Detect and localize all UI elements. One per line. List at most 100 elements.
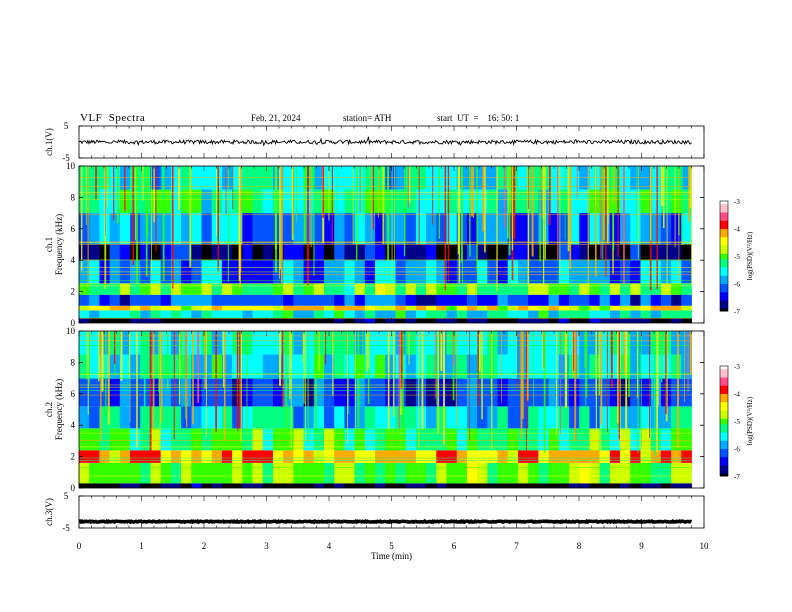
- sferic-streak: [606, 331, 608, 433]
- spectrogram-cell: [293, 294, 304, 306]
- spectrogram-cell: [150, 244, 162, 261]
- sferic-streak: [656, 331, 659, 409]
- spectrogram-cell: [181, 189, 192, 214]
- spectrogram-cell: [140, 331, 151, 355]
- spectrogram-cell: [221, 189, 233, 214]
- spectrogram-cell: [221, 378, 233, 407]
- spectrogram-cell: [426, 189, 437, 214]
- spectrogram-cell: [109, 283, 121, 295]
- spectrogram-cell: [630, 428, 641, 451]
- sferic-streak: [408, 331, 410, 365]
- spectrogram-cell: [630, 294, 641, 306]
- spectrogram-cell: [650, 294, 662, 306]
- spectrogram-cell: [609, 406, 621, 429]
- spectrogram-cell: [446, 294, 458, 306]
- spectrogram-cell: [170, 331, 182, 355]
- spectrogram-cell: [140, 318, 151, 323]
- sferic-streak: [525, 331, 527, 455]
- spectrogram-cell: [252, 428, 264, 451]
- colorbar-swatch: [720, 401, 728, 405]
- sferic-streak: [666, 166, 668, 292]
- spectrogram-cell: [497, 483, 509, 488]
- sferic-streak: [142, 166, 144, 201]
- spectrogram-cell: [640, 428, 652, 451]
- spectrogram-cell: [650, 406, 662, 429]
- spectrogram-cell: [589, 244, 601, 261]
- spectrogram-cell: [497, 354, 509, 379]
- sferic-streak: [564, 166, 566, 240]
- spectrogram-cell: [548, 354, 560, 379]
- spectrogram-cell: [293, 406, 304, 429]
- colorbar-label: log(PSD)(V²/Hz): [746, 231, 754, 280]
- sferic-streak: [204, 331, 206, 390]
- sferic-streak: [310, 166, 312, 248]
- spectrogram-cell: [640, 378, 652, 407]
- colorbar-tick-label: -5: [734, 253, 740, 261]
- spectrogram-cell: [221, 213, 233, 245]
- spectrogram-cell: [170, 283, 182, 295]
- spectrogram-cell: [262, 428, 274, 451]
- spectrogram-cell: [119, 213, 131, 245]
- spectrogram-cell: [364, 406, 376, 429]
- y-tick-label: 6: [71, 389, 76, 399]
- spectrogram-cell: [497, 318, 509, 323]
- spectrogram-cell: [242, 294, 253, 306]
- colorbar-swatch: [720, 267, 728, 271]
- spectrogram-cell: [160, 244, 172, 261]
- spectrogram-cell: [334, 428, 345, 451]
- spectrogram-cell: [579, 483, 590, 488]
- spectrogram-cell: [538, 406, 549, 429]
- spectrogram-cell: [79, 189, 90, 214]
- spectrogram-cell: [211, 354, 223, 379]
- spectrogram-cell: [89, 450, 100, 463]
- colorbar-swatch: [720, 286, 728, 290]
- spectrogram-cell: [364, 354, 376, 379]
- colorbar-swatch: [720, 388, 728, 392]
- spectrogram-cell: [640, 462, 652, 484]
- spectrogram-cell: [79, 305, 90, 311]
- spectrogram-cell: [283, 406, 294, 429]
- spectrogram-cell: [242, 483, 253, 488]
- spectrogram-cell: [313, 318, 325, 323]
- spectrogram-cell: [650, 483, 662, 488]
- spectrogram-cell: [170, 310, 182, 319]
- sferic-streak: [155, 166, 157, 252]
- spectrogram-cell: [538, 283, 549, 295]
- spectrogram-cell: [517, 483, 529, 488]
- spectrogram-cell: [191, 406, 202, 429]
- colorbar-swatch: [720, 297, 728, 301]
- spectrogram-cell: [375, 354, 386, 379]
- spectrogram-cell: [354, 462, 366, 484]
- spectrogram-cell: [620, 189, 631, 214]
- spectrogram-cell: [303, 305, 315, 311]
- spectrogram-cell: [497, 310, 509, 319]
- spectrogram-cell: [130, 318, 141, 323]
- spectrogram-cell: [181, 318, 192, 323]
- spectrogram-cell: [507, 283, 519, 295]
- spectrogram-cell: [589, 310, 601, 319]
- spectrogram-cell: [456, 294, 468, 306]
- spectrogram-cell: [150, 378, 162, 407]
- spectrogram-cell: [293, 189, 304, 214]
- spectrogram-cell: [630, 483, 641, 488]
- spectrogram-cell: [466, 310, 478, 319]
- sferic-streak: [542, 331, 544, 370]
- spectrogram-cell: [517, 213, 529, 245]
- spectrogram-cell: [558, 283, 570, 295]
- spectrogram-cell: [324, 378, 335, 407]
- spectrogram-cell: [548, 310, 560, 319]
- sferic-streak: [665, 331, 668, 422]
- y-tick-label: 0: [71, 318, 76, 328]
- colorbar-swatch: [720, 470, 728, 474]
- spectrogram-cell: [507, 450, 519, 463]
- sferic-streak: [587, 166, 589, 285]
- spectrogram-cell: [466, 318, 478, 323]
- colorbar-swatch: [720, 382, 728, 386]
- spectrogram-cell: [303, 294, 315, 306]
- spectrogram-cell: [609, 462, 621, 484]
- spectrogram-cell: [436, 189, 447, 214]
- spectrogram-cell: [456, 483, 468, 488]
- spectrogram-cell: [405, 305, 417, 311]
- colorbar-swatch: [720, 456, 728, 460]
- spectrogram-cell: [79, 354, 90, 379]
